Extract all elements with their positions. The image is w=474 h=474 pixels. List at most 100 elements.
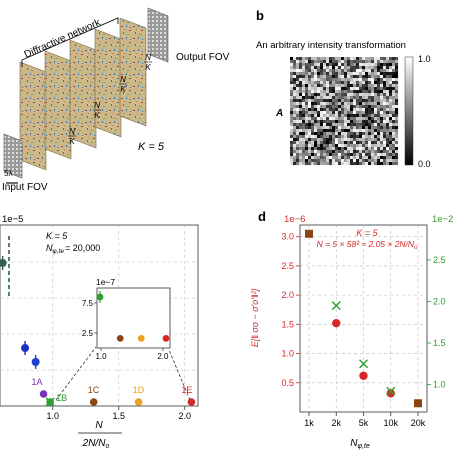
- colorbar-min: 0.0: [418, 159, 431, 169]
- inset-x-tick: 1.0: [95, 352, 107, 361]
- svg-text:N: N: [145, 53, 151, 62]
- panel-b: b An arbitrary intensity transformation …: [256, 8, 431, 169]
- panel-d-points: [305, 229, 422, 408]
- svg-text:K: K: [69, 137, 75, 146]
- inset-connector-left: [55, 346, 97, 401]
- panel-c-axes: [0, 224, 199, 407]
- x-tick-label: 10k: [383, 418, 398, 428]
- y-right-tick-label: 1.0: [433, 380, 446, 390]
- point-label: 1C: [88, 385, 100, 395]
- point-label: 1A: [32, 377, 43, 387]
- x-tick-label: 1.0: [47, 411, 60, 421]
- x-tick-label: 1k: [304, 418, 314, 428]
- y-left-tick-label: 1.5: [281, 319, 294, 329]
- y-left-tick-label: 2.0: [281, 290, 294, 300]
- y-right-tick-label: 2.5: [433, 255, 446, 265]
- panel-d-xlabel: Nφ,te: [350, 438, 370, 450]
- svg-text:K: K: [94, 111, 100, 120]
- svg-text:K: K: [120, 85, 126, 94]
- panel-c-n-annotation: Nφ,te= 20,000: [46, 243, 100, 255]
- inset-y-tick: 7.5: [82, 299, 94, 308]
- panel-c-xlabel-num: N: [95, 420, 103, 431]
- panel-c: 1e−5 1.0 1.5 2.0 K = 5 Nφ,te= 20,000 1A1B1…: [0, 214, 199, 450]
- diffractive-layers: [19, 17, 147, 171]
- n-over-k-label: NK: [68, 127, 76, 146]
- point-label: 1B: [56, 393, 67, 403]
- panel-c-points: 1A 1B 1C 1D 1E: [0, 256, 196, 407]
- point-label: 1E: [181, 385, 192, 395]
- left-series-point: [332, 318, 341, 328]
- data-point-1a: [39, 390, 48, 398]
- output-fov-plane: [147, 7, 169, 63]
- scale-label: 5λ: [4, 169, 12, 178]
- inset-x-tick: 2.0: [157, 352, 169, 361]
- panel-c-exponent: 1e−5: [2, 214, 23, 225]
- input-fov-plane: [3, 133, 23, 179]
- inset-y-tick: 2.5: [82, 329, 94, 338]
- x-tick-label: 2k: [331, 418, 341, 428]
- y-left-tick-label: 3.0: [281, 232, 294, 242]
- diffractive-layer: [94, 28, 122, 138]
- network-brace: [21, 17, 119, 66]
- output-fov-label: Output FOV: [176, 52, 230, 63]
- colorbar-max: 1.0: [418, 54, 431, 64]
- svg-text:N: N: [94, 101, 100, 110]
- x-tick-label: 5k: [359, 418, 369, 428]
- panel-d-left-exponent: 1e−6: [284, 214, 305, 225]
- data-point-1d: [134, 398, 143, 406]
- diffractive-layer: [119, 17, 147, 127]
- data-point: [0, 259, 7, 267]
- svg-text:K: K: [145, 63, 151, 72]
- panel-a: 5λ Input FOV Output FOV K = 5 Diffractiv…: [2, 7, 230, 193]
- x-tick-label: 1.5: [113, 411, 126, 421]
- panel-c-xlabel-den: 2N/No: [82, 438, 110, 450]
- inset-point: [116, 335, 124, 342]
- panel-d-n-annotation: N = 5 × 58² ≈ 2.05 × 2N/No: [317, 239, 419, 251]
- inset-content: 7.5 2.5 1.0 2.0: [82, 291, 170, 361]
- y-left-tick-label: 2.5: [281, 261, 294, 271]
- inset-exponent: 1e−7: [96, 277, 115, 287]
- diffractive-layer: [69, 39, 97, 149]
- inset-axes: [96, 287, 171, 349]
- left-series-point: [359, 371, 368, 380]
- panel-d-right-exponent: 1e−2: [432, 214, 453, 225]
- panel-d-ylabel: E[‖ σo − σ′o′‖²]: [250, 288, 260, 347]
- n-over-k-label: NK: [144, 53, 152, 72]
- endpoint-marker: [414, 399, 422, 408]
- panel-d-letter: d: [258, 209, 266, 224]
- svg-text:N: N: [69, 127, 75, 136]
- endpoint-marker: [305, 229, 313, 238]
- y-left-tick-label: 0.5: [281, 378, 294, 388]
- inset-point: [162, 335, 170, 342]
- data-point-1b: [46, 398, 54, 406]
- inset-point: [137, 335, 145, 342]
- intensity-matrix: [290, 57, 399, 166]
- y-right-tick-label: 1.5: [433, 338, 446, 348]
- n-over-k-label: NK: [119, 75, 127, 94]
- svg-text:N: N: [120, 75, 126, 84]
- data-point: [31, 358, 40, 366]
- left-series-point: [386, 389, 395, 398]
- x-tick-label: 2.0: [179, 411, 192, 421]
- x-tick-label: 20k: [411, 418, 426, 428]
- diffractive-layer: [19, 61, 47, 171]
- point-label: 1D: [133, 385, 145, 395]
- panel-c-k-annotation: K = 5: [46, 231, 68, 241]
- data-point: [21, 344, 30, 352]
- data-point-1e: [187, 398, 196, 406]
- data-point-1c: [89, 398, 98, 406]
- y-right-tick-label: 2.0: [433, 296, 446, 306]
- diffractive-layer: [44, 50, 72, 160]
- y-left-tick-label: 1.0: [281, 349, 294, 359]
- panel-b-title: An arbitrary intensity transformation: [256, 40, 406, 51]
- input-fov-label: Input FOV: [2, 182, 48, 193]
- panel-d-grid: [300, 225, 427, 412]
- panel-d: d 1e−6 1e−2 1k 2k 5k 10k 20k 0.5 1.0 1.5 2.0 2.5 3…: [250, 209, 453, 450]
- inset-point: [96, 293, 104, 301]
- n-over-k-label: NK: [93, 101, 101, 120]
- matrix-label: A: [275, 108, 283, 119]
- panel-b-letter: b: [256, 8, 264, 23]
- k-label: K = 5: [138, 141, 165, 153]
- inset-connector-right: [168, 349, 191, 401]
